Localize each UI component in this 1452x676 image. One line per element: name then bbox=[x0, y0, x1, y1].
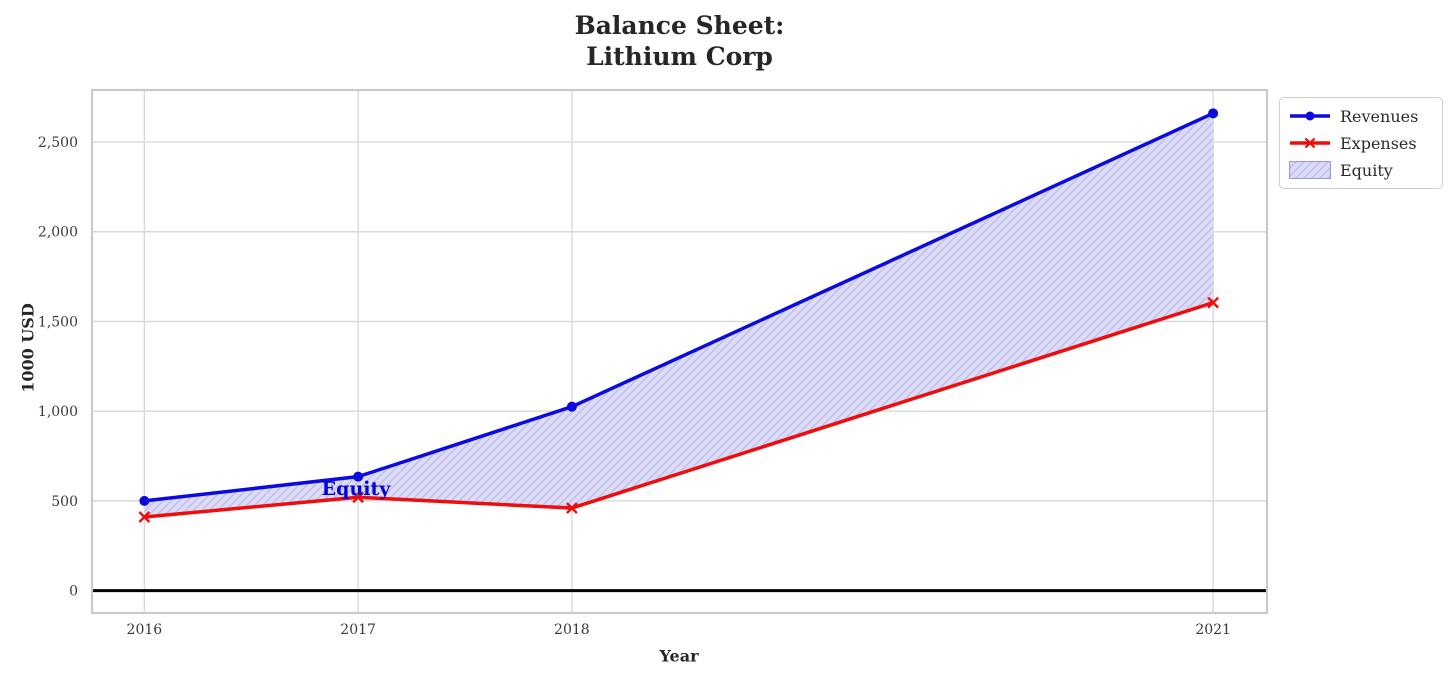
legend-item-expenses: Expenses bbox=[1289, 132, 1434, 154]
y-axis-label: 1000 USD bbox=[18, 303, 38, 393]
expenses-line bbox=[144, 300, 1214, 519]
chart-title-line-2: Lithium Corp bbox=[586, 42, 773, 71]
expenses-marker bbox=[1207, 296, 1219, 309]
equity-annotation: Equity bbox=[321, 477, 391, 500]
x-axis-label: Year bbox=[659, 646, 699, 666]
revenues-marker bbox=[566, 401, 577, 412]
y-tick-label: 2,500 bbox=[38, 135, 78, 151]
revenues-marker bbox=[1208, 108, 1219, 119]
x-tick-label: 2016 bbox=[127, 622, 163, 638]
x-tick-label: 2021 bbox=[1195, 622, 1231, 638]
expenses-line-icon bbox=[1290, 137, 1330, 149]
y-tick-label: 0 bbox=[69, 584, 78, 600]
revenues-marker bbox=[353, 471, 364, 482]
expenses-marker bbox=[138, 511, 151, 523]
expenses-marker bbox=[352, 491, 364, 504]
legend-label: Equity bbox=[1340, 160, 1393, 180]
chart-title-line-1: Balance Sheet: bbox=[574, 11, 785, 40]
equity-hatch-swatch-icon bbox=[1289, 161, 1331, 179]
revenues-marker bbox=[139, 495, 150, 506]
legend-label: Revenues bbox=[1340, 106, 1419, 126]
y-tick-label: 2,000 bbox=[38, 225, 78, 241]
legend: Revenues Expenses Equity bbox=[1279, 97, 1443, 189]
expenses-marker bbox=[566, 502, 578, 514]
legend-item-revenues: Revenues bbox=[1289, 105, 1434, 127]
y-tick-label: 500 bbox=[51, 494, 78, 510]
legend-item-equity: Equity bbox=[1289, 159, 1434, 181]
plot-border bbox=[90, 88, 1269, 615]
x-tick-label: 2017 bbox=[340, 622, 376, 638]
y-tick-label: 1,000 bbox=[38, 404, 78, 420]
legend-label: Expenses bbox=[1340, 133, 1417, 153]
revenues-line bbox=[144, 111, 1214, 503]
y-tick-label: 1,500 bbox=[38, 314, 78, 330]
chart-title: Balance Sheet: Lithium Corp bbox=[92, 10, 1267, 72]
revenues-line-icon bbox=[1290, 111, 1330, 121]
x-tick-label: 2018 bbox=[554, 622, 590, 638]
equity-area bbox=[144, 113, 1214, 518]
